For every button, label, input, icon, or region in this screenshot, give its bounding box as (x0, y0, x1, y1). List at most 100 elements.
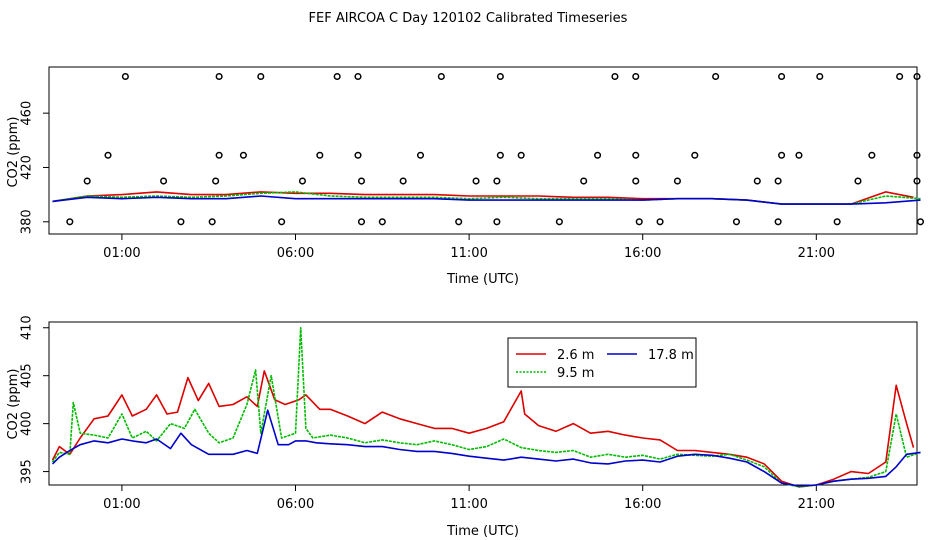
bottom-y-tick-label-1: 400 (20, 411, 35, 436)
legend: 2.6 m 17.8 m 9.5 m (507, 337, 697, 388)
scatter-point-35 (472, 177, 480, 185)
scatter-point-15 (215, 151, 223, 159)
top-series-17-8-mline (52, 195, 921, 205)
scatter-point-26 (795, 151, 803, 159)
scatter-point-42 (854, 177, 862, 185)
scatter-point-56 (774, 218, 782, 226)
top-y-tick-label-2: 460 (20, 101, 35, 126)
scatter-point-44 (66, 218, 74, 226)
scatter-point-31 (212, 177, 220, 185)
scatter-point-32 (298, 177, 307, 185)
scatter-point-39 (673, 177, 681, 185)
bottom-x-axis-label: Time (UTC) (446, 524, 519, 539)
scatter-point-25 (778, 151, 786, 159)
scatter-point-43 (913, 177, 921, 185)
scatter-point-16 (239, 151, 247, 159)
top-panel: 01:00 06:00 11:00 16:00 21:00 380 420 460 Time … (6, 66, 925, 287)
scatter-point-40 (753, 177, 761, 185)
scatter-point-5 (437, 72, 445, 81)
scatter-point-18 (354, 151, 362, 159)
top-axis-ticks: 01:00 06:00 11:00 16:00 21:00 380 420 460 (20, 101, 836, 261)
scatter-point-52 (555, 218, 563, 226)
legend-label-2-6m: 2.6 m (557, 348, 594, 363)
scatter-point-14 (104, 151, 112, 159)
top-x-tick-label-3: 16:00 (624, 246, 661, 261)
bottom-series-9-5-mline (51, 326, 921, 488)
legend-label-17-8m: 17.8 m (648, 348, 694, 363)
scatter-point-27 (868, 151, 876, 159)
bottom-series-17-8-mline (51, 409, 921, 487)
scatter-point-22 (594, 151, 602, 159)
scatter-point-46 (208, 218, 216, 226)
scatter-point-55 (732, 218, 741, 226)
scatter-point-45 (177, 218, 185, 226)
bottom-series-2-6-mline (51, 370, 915, 488)
scatter-point-1 (215, 72, 223, 81)
scatter-point-58 (916, 218, 925, 226)
top-plot-frame (48, 66, 918, 235)
scatter-point-12 (896, 72, 904, 81)
top-y-tick-label-1: 420 (20, 155, 35, 180)
scatter-point-30 (160, 177, 168, 185)
bottom-y-tick-label-0: 395 (20, 459, 35, 484)
scatter-point-7 (611, 72, 619, 81)
bottom-y-tick-label-3: 410 (20, 315, 35, 340)
scatter-point-6 (496, 72, 504, 81)
figure-title: FEF AIRCOA C Day 120102 Calibrated Times… (309, 11, 628, 26)
bottom-axis-ticks: 01:00 06:00 11:00 16:00 21:00 395 400 405 410 (20, 315, 836, 512)
scatter-point-8 (632, 72, 640, 81)
top-x-tick-label-0: 01:00 (103, 246, 140, 261)
scatter-point-50 (455, 218, 463, 226)
bottom-x-tick-label-0: 01:00 (103, 497, 140, 512)
top-x-tick-label-2: 11:00 (450, 246, 487, 261)
legend-label-9-5m: 9.5 m (557, 366, 594, 381)
scatter-point-17 (316, 151, 324, 159)
scatter-point-47 (278, 218, 286, 226)
top-x-tick-label-1: 06:00 (277, 246, 314, 261)
scatter-point-11 (816, 72, 824, 81)
scatter-point-41 (774, 177, 782, 185)
top-series-lines (52, 191, 921, 205)
scatter-point-48 (357, 218, 366, 226)
bottom-y-axis-label: CO2 (ppm) (6, 368, 21, 439)
top-y-tick-label-0: 380 (20, 209, 35, 234)
bottom-x-tick-label-4: 21:00 (798, 497, 835, 512)
bottom-panel: 01:00 06:00 11:00 16:00 21:00 395 400 405 410 Ti… (6, 315, 921, 539)
scatter-point-29 (83, 177, 91, 185)
scatter-point-10 (778, 72, 786, 81)
scatter-point-23 (632, 151, 640, 159)
bottom-x-tick-label-3: 16:00 (624, 497, 661, 512)
scatter-point-3 (333, 72, 341, 81)
scatter-point-28 (913, 151, 921, 159)
top-x-tick-label-4: 21:00 (798, 246, 835, 261)
scatter-point-2 (257, 72, 265, 81)
bottom-x-tick-label-2: 11:00 (450, 497, 487, 512)
scatter-point-34 (399, 177, 407, 185)
top-scatter-points (66, 72, 925, 226)
scatter-point-36 (493, 177, 501, 185)
legend-box (507, 337, 697, 388)
bottom-series-lines (51, 326, 921, 488)
scatter-point-49 (378, 218, 386, 226)
scatter-point-37 (580, 177, 588, 185)
scatter-point-53 (635, 218, 643, 226)
scatter-point-19 (416, 151, 425, 159)
bottom-x-tick-label-1: 06:00 (277, 497, 314, 512)
scatter-point-4 (354, 72, 362, 81)
top-y-axis-label: CO2 (ppm) (6, 116, 21, 187)
scatter-point-54 (656, 218, 664, 226)
scatter-point-38 (632, 177, 640, 185)
bottom-y-tick-label-2: 405 (20, 363, 35, 388)
scatter-point-9 (712, 72, 720, 81)
scatter-point-57 (833, 218, 841, 226)
scatter-point-24 (691, 151, 699, 159)
scatter-point-51 (493, 218, 501, 226)
bottom-plot-frame (48, 321, 918, 486)
scatter-point-0 (121, 72, 129, 81)
scatter-point-13 (913, 72, 921, 81)
top-x-axis-label: Time (UTC) (446, 272, 519, 287)
scatter-point-33 (357, 177, 366, 185)
scatter-point-21 (517, 151, 525, 159)
scatter-point-20 (496, 151, 504, 159)
